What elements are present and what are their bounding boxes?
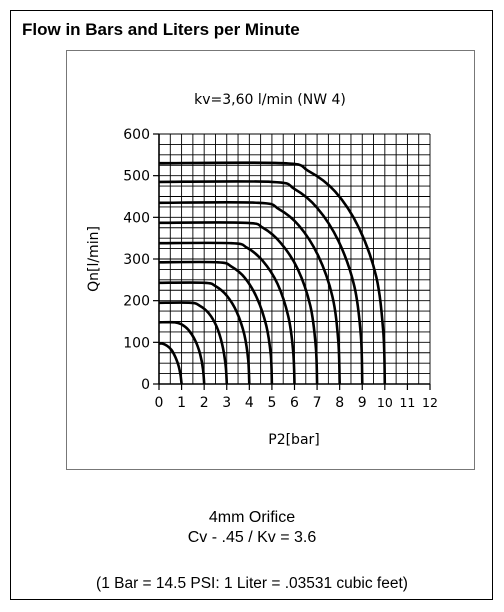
x-tick-label: 0 bbox=[155, 395, 164, 411]
x-tick-label: 8 bbox=[335, 395, 344, 411]
flow-curve-p1-2 bbox=[158, 320, 206, 385]
flow-curve-p1-6 bbox=[158, 241, 296, 385]
figure-heading: Flow in Bars and Liters per Minute bbox=[22, 20, 300, 39]
chart-series bbox=[158, 161, 387, 385]
y-tick-label: 600 bbox=[123, 127, 150, 143]
y-tick-label: 0 bbox=[141, 377, 150, 393]
x-tick-label: 12 bbox=[422, 395, 438, 410]
flow-curve-p1-7 bbox=[158, 221, 319, 385]
x-tick-label: 1 bbox=[177, 395, 186, 411]
x-tick-label: 3 bbox=[222, 395, 231, 411]
x-tick-label: 10 bbox=[377, 395, 393, 410]
coefficient-caption: Cv - .45 / Kv = 3.6 bbox=[187, 529, 317, 546]
y-tick-label: 300 bbox=[123, 252, 150, 268]
y-tick-label: 200 bbox=[123, 294, 150, 310]
y-axis-label: Qn[l/min] bbox=[86, 226, 102, 292]
x-tick-label: 6 bbox=[290, 395, 299, 411]
y-tick-label: 500 bbox=[123, 169, 150, 185]
x-tick-label: 11 bbox=[399, 395, 415, 410]
chart-panel bbox=[66, 50, 475, 470]
flow-curve-p1-10 bbox=[158, 161, 387, 385]
x-tick-label: 5 bbox=[267, 395, 276, 411]
flow-curve-p1-3 bbox=[158, 301, 229, 385]
x-tick-label: 2 bbox=[200, 395, 209, 411]
flow-curve-p1-5 bbox=[158, 260, 274, 385]
flow-curve-p1-1 bbox=[158, 342, 183, 385]
flow-curve-p1-9 bbox=[158, 180, 364, 385]
x-axis-label: P2[bar] bbox=[268, 432, 320, 448]
flow-curve-p1-4 bbox=[158, 281, 251, 385]
x-tick-label: 4 bbox=[245, 395, 254, 411]
y-tick-label: 100 bbox=[123, 335, 150, 351]
x-tick-label: 7 bbox=[313, 395, 322, 411]
chart-title: kv=3,60 l/min (NW 4) bbox=[194, 92, 346, 108]
figure-frame bbox=[10, 10, 493, 600]
chart-grid bbox=[158, 133, 431, 385]
flow-curve-p1-8 bbox=[158, 201, 341, 385]
unit-conversion-note: (1 Bar = 14.5 PSI: 1 Liter = .03531 cubi… bbox=[96, 575, 408, 592]
x-tick-label: 9 bbox=[358, 395, 367, 411]
y-tick-label: 400 bbox=[123, 210, 150, 226]
orifice-caption: 4mm Orifice bbox=[208, 509, 296, 526]
